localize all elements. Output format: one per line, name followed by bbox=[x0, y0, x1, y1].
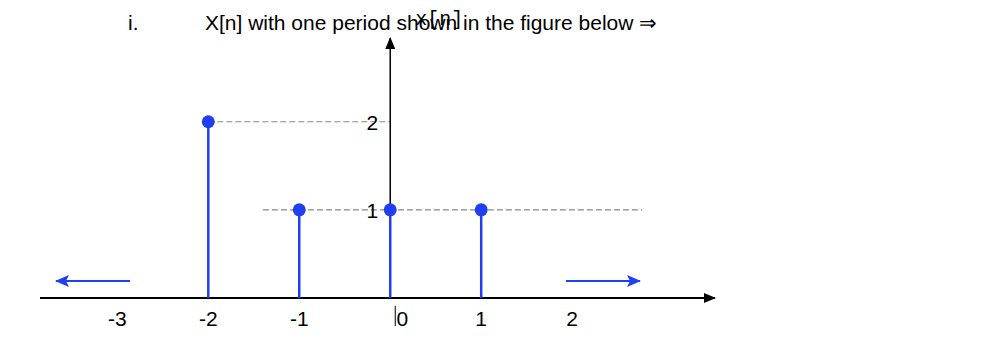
grid-line bbox=[263, 209, 642, 210]
stem-marker bbox=[293, 203, 306, 216]
stems bbox=[202, 115, 488, 298]
item-label: i. bbox=[128, 11, 139, 34]
x-tick-label: -2 bbox=[199, 307, 218, 330]
grid-line bbox=[208, 121, 390, 122]
x-tick-label: 2 bbox=[566, 307, 578, 330]
stem-marker bbox=[384, 203, 397, 216]
stem bbox=[207, 122, 210, 298]
period-arrow bbox=[566, 280, 640, 282]
x-axis bbox=[40, 297, 715, 299]
y-axis-label: x[n] bbox=[415, 8, 463, 31]
y-tick-label: 1 bbox=[367, 199, 379, 222]
y-axis bbox=[389, 38, 391, 298]
stem bbox=[389, 210, 392, 298]
x-tick-label: -3 bbox=[108, 307, 127, 330]
x-tick-label: -1 bbox=[290, 307, 309, 330]
chart: i.X[n] with one period shown in the figu… bbox=[0, 0, 1006, 358]
x-tick-label: 1 bbox=[475, 307, 487, 330]
stem bbox=[480, 210, 483, 298]
stem bbox=[298, 210, 301, 298]
stem-marker bbox=[202, 115, 215, 128]
x-tick-label: 0 bbox=[396, 307, 408, 330]
y-tick-label: 2 bbox=[367, 111, 379, 134]
stem-marker bbox=[475, 203, 488, 216]
period-arrow bbox=[56, 280, 130, 282]
